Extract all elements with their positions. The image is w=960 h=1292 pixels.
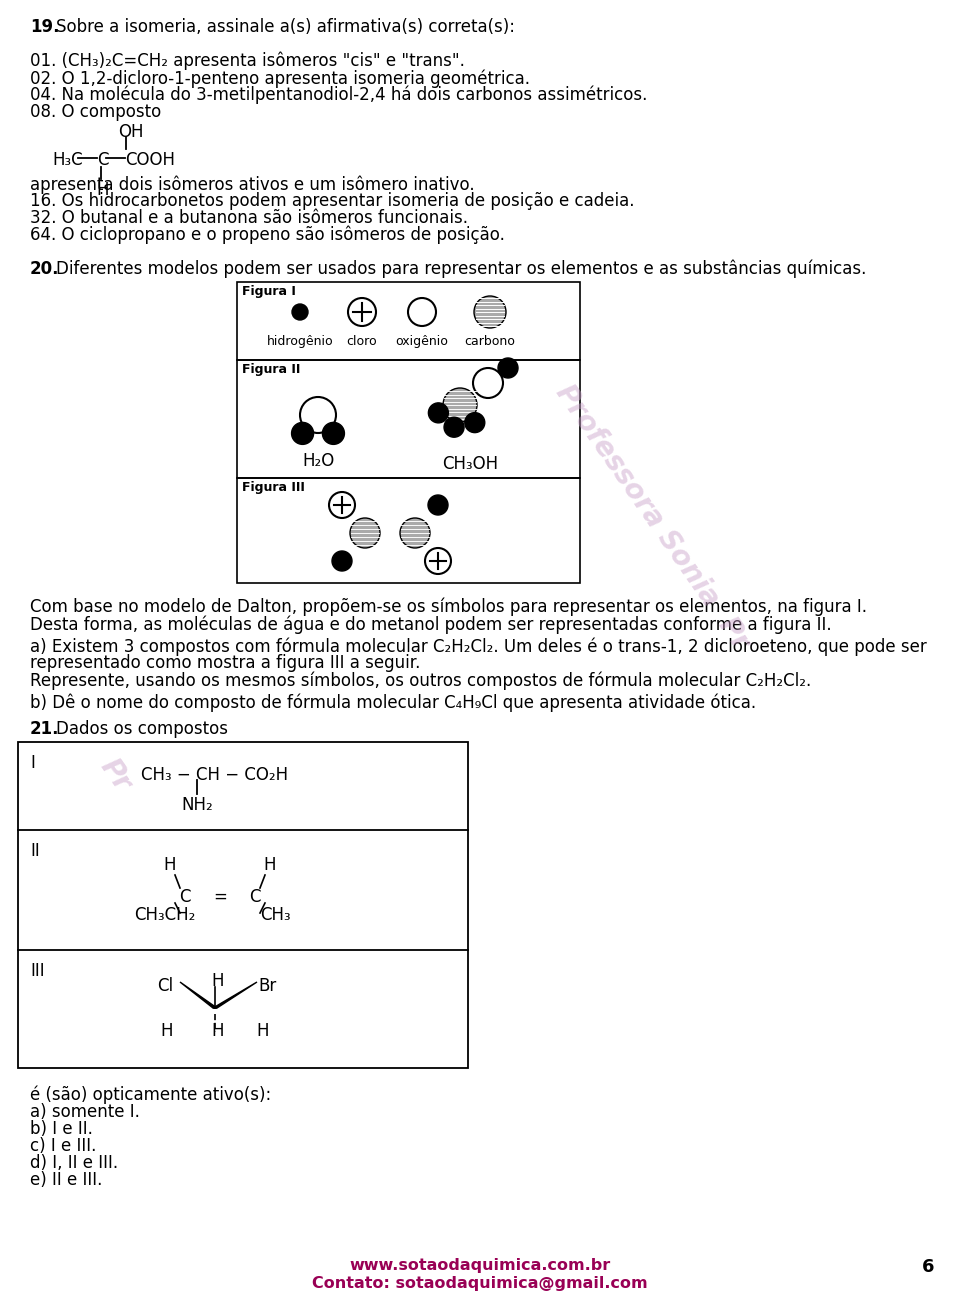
Text: H: H	[256, 1022, 269, 1040]
Text: Br: Br	[258, 977, 276, 995]
Text: a) Existem 3 compostos com fórmula molecular C₂H₂Cl₂. Um deles é o trans-1, 2 di: a) Existem 3 compostos com fórmula molec…	[30, 637, 926, 655]
Text: 04. Na molécula do 3-metilpentanodiol-2,4 há dois carbonos assimétricos.: 04. Na molécula do 3-metilpentanodiol-2,…	[30, 87, 647, 105]
Text: 19.: 19.	[30, 18, 60, 36]
Text: 02. O 1,2-dicloro-1-penteno apresenta isomeria geométrica.: 02. O 1,2-dicloro-1-penteno apresenta is…	[30, 68, 530, 88]
Bar	[237, 360, 580, 478]
Text: 64. O ciclopropano e o propeno são isômeros de posição.: 64. O ciclopropano e o propeno são isôme…	[30, 226, 505, 244]
Text: H: H	[164, 857, 177, 873]
Circle shape	[300, 397, 336, 433]
Circle shape	[443, 388, 477, 422]
Polygon shape	[180, 982, 217, 1008]
Text: 08. O composto: 08. O composto	[30, 103, 161, 121]
Text: 20.: 20.	[30, 260, 60, 278]
Text: CH₃OH: CH₃OH	[442, 455, 498, 473]
Circle shape	[444, 417, 464, 437]
Text: H: H	[160, 1022, 173, 1040]
Text: representado como mostra a figura III a seguir.: representado como mostra a figura III a …	[30, 654, 420, 672]
Circle shape	[474, 296, 506, 328]
Text: d) I, II e III.: d) I, II e III.	[30, 1154, 118, 1172]
Text: COOH: COOH	[125, 151, 175, 169]
Text: apresenta dois isômeros ativos e um isômero inativo.: apresenta dois isômeros ativos e um isôm…	[30, 174, 474, 194]
Circle shape	[350, 518, 380, 548]
Bar	[237, 478, 580, 583]
Circle shape	[400, 518, 430, 548]
Text: 16. Os hidrocarbonetos podem apresentar isomeria de posição e cadeia.: 16. Os hidrocarbonetos podem apresentar …	[30, 193, 635, 211]
Text: C: C	[180, 888, 191, 906]
Circle shape	[473, 368, 503, 398]
Bar	[237, 282, 580, 360]
Text: Figura I: Figura I	[242, 286, 296, 298]
Text: Contato: sotaodaquimica@gmail.com: Contato: sotaodaquimica@gmail.com	[312, 1276, 648, 1291]
Text: oxigênio: oxigênio	[396, 335, 448, 348]
Text: Diferentes modelos podem ser usados para representar os elementos e as substânci: Diferentes modelos podem ser usados para…	[56, 260, 866, 279]
Text: e) II e III.: e) II e III.	[30, 1171, 103, 1189]
Text: III: III	[30, 963, 44, 981]
Text: b) I e II.: b) I e II.	[30, 1120, 93, 1138]
Text: b) Dê o nome do composto de fórmula molecular C₄H₉Cl que apresenta atividade óti: b) Dê o nome do composto de fórmula mole…	[30, 693, 756, 712]
Text: Cl: Cl	[156, 977, 173, 995]
Circle shape	[348, 298, 376, 326]
Text: Figura II: Figura II	[242, 363, 300, 376]
Text: 21.: 21.	[30, 720, 60, 738]
Text: c) I e III.: c) I e III.	[30, 1137, 96, 1155]
Bar	[18, 742, 468, 1068]
Circle shape	[408, 298, 436, 326]
Text: Represente, usando os mesmos símbolos, os outros compostos de fórmula molecular : Represente, usando os mesmos símbolos, o…	[30, 671, 811, 690]
Text: H₂O: H₂O	[301, 452, 334, 470]
Text: Desta forma, as moléculas de água e do metanol podem ser representadas conforme : Desta forma, as moléculas de água e do m…	[30, 615, 831, 633]
Text: NH₂: NH₂	[181, 796, 213, 814]
Text: carbono: carbono	[465, 335, 516, 348]
Text: Professora Sonia  Pr: Professora Sonia Pr	[550, 379, 756, 655]
Circle shape	[428, 403, 448, 422]
Text: H: H	[212, 1022, 225, 1040]
Text: Sobre a isomeria, assinale a(s) afirmativa(s) correta(s):: Sobre a isomeria, assinale a(s) afirmati…	[56, 18, 515, 36]
Text: Dados os compostos: Dados os compostos	[56, 720, 228, 738]
Text: II: II	[30, 842, 39, 860]
Circle shape	[292, 304, 308, 320]
Text: Pr: Pr	[94, 753, 136, 797]
Text: 6: 6	[922, 1258, 934, 1276]
Text: I: I	[30, 755, 35, 773]
Circle shape	[425, 548, 451, 574]
Text: Com base no modelo de Dalton, propõem-se os símbolos para representar os element: Com base no modelo de Dalton, propõem-se…	[30, 598, 867, 616]
Text: =: =	[213, 888, 227, 906]
Circle shape	[428, 495, 448, 516]
Text: C: C	[250, 888, 261, 906]
Text: cloro: cloro	[347, 335, 377, 348]
Text: 32. O butanal e a butanona são isômeros funcionais.: 32. O butanal e a butanona são isômeros …	[30, 209, 468, 227]
Text: www.sotaodaquimica.com.br: www.sotaodaquimica.com.br	[349, 1258, 611, 1273]
Circle shape	[465, 412, 485, 433]
Text: OH: OH	[118, 123, 143, 141]
Text: CH₃ − CH − CO₂H: CH₃ − CH − CO₂H	[141, 766, 289, 784]
Circle shape	[498, 358, 518, 379]
Polygon shape	[213, 982, 257, 1008]
Text: é (são) opticamente ativo(s):: é (são) opticamente ativo(s):	[30, 1087, 272, 1105]
Text: CH₃CH₂: CH₃CH₂	[134, 906, 196, 924]
Text: H: H	[264, 857, 276, 873]
Text: H₃C: H₃C	[52, 151, 83, 169]
Circle shape	[332, 550, 352, 571]
Text: CH₃: CH₃	[260, 906, 290, 924]
Text: C: C	[97, 151, 108, 169]
Circle shape	[323, 422, 345, 444]
Text: a) somente I.: a) somente I.	[30, 1103, 140, 1121]
Text: 01. (CH₃)₂C=CH₂ apresenta isômeros "cis" e "trans".: 01. (CH₃)₂C=CH₂ apresenta isômeros "cis"…	[30, 52, 465, 71]
Circle shape	[329, 492, 355, 518]
Text: Figura III: Figura III	[242, 481, 305, 494]
Text: H: H	[96, 181, 108, 199]
Text: hidrogênio: hidrogênio	[267, 335, 333, 348]
Text: H: H	[212, 972, 225, 990]
Circle shape	[292, 422, 314, 444]
